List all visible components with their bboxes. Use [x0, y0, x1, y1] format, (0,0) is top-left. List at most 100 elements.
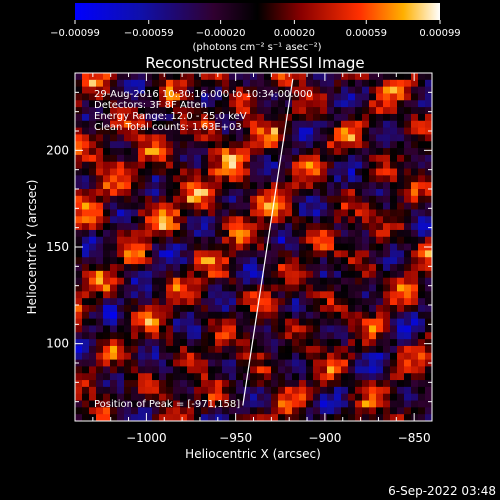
heatmap-cell	[124, 291, 132, 299]
heatmap-cell	[362, 264, 370, 272]
heatmap-cell	[313, 189, 321, 197]
heatmap-cell	[222, 414, 230, 421]
heatmap-cell	[166, 236, 174, 245]
heatmap-cell	[166, 127, 174, 136]
heatmap-cell	[264, 284, 272, 292]
heatmap-cell	[124, 216, 132, 224]
heatmap-cell	[327, 100, 335, 108]
heatmap-cell	[341, 400, 349, 408]
heatmap-cell	[103, 154, 111, 163]
heatmap-cell	[110, 407, 118, 415]
heatmap-cell	[152, 141, 160, 149]
heatmap-cell	[341, 386, 349, 395]
heatmap-cell	[383, 393, 391, 402]
heatmap-cell	[75, 270, 83, 279]
heatmap-cell	[201, 250, 209, 258]
heatmap-cell	[187, 100, 195, 108]
heatmap-cell	[341, 229, 349, 238]
heatmap-cell	[187, 189, 195, 197]
heatmap-cell	[278, 250, 286, 258]
heatmap-cell	[117, 291, 125, 299]
heatmap-cell	[187, 298, 195, 306]
heatmap-cell	[96, 236, 104, 245]
heatmap-cell	[250, 277, 258, 286]
heatmap-cell	[292, 264, 300, 272]
heatmap-cell	[117, 298, 125, 306]
heatmap-cell	[215, 345, 223, 354]
heatmap-cell	[208, 359, 216, 368]
heatmap-cell	[264, 113, 272, 122]
heatmap-cell	[159, 373, 167, 381]
heatmap-cell	[418, 352, 426, 361]
heatmap-cell	[404, 345, 412, 354]
heatmap-cell	[152, 223, 160, 231]
heatmap-cell	[257, 73, 265, 81]
heatmap-cell	[110, 79, 118, 88]
heatmap-cell	[243, 236, 251, 245]
heatmap-cell	[75, 373, 83, 381]
heatmap-cell	[362, 400, 370, 408]
heatmap-cell	[229, 318, 237, 327]
heatmap-cell	[404, 284, 412, 292]
heatmap-cell	[390, 393, 398, 402]
heatmap-cell	[194, 86, 202, 95]
heatmap-cell	[243, 216, 251, 224]
heatmap-cell	[222, 270, 230, 279]
heatmap-cell	[285, 202, 293, 211]
heatmap-cell	[222, 345, 230, 354]
heatmap-cell	[313, 386, 321, 395]
heatmap-cell	[131, 182, 139, 190]
heatmap-cell	[243, 182, 251, 190]
heatmap-cell	[159, 202, 167, 211]
heatmap-cell	[215, 86, 223, 95]
heatmap-cell	[208, 298, 216, 306]
heatmap-cell	[215, 195, 223, 204]
heatmap-cell	[180, 100, 188, 108]
heatmap-cell	[390, 229, 398, 238]
heatmap-cell	[418, 373, 426, 381]
heatmap-cell	[376, 352, 384, 361]
heatmap-cell	[173, 359, 181, 368]
heatmap-cell	[404, 236, 412, 245]
heatmap-cell	[404, 298, 412, 306]
heatmap-cell	[75, 223, 83, 231]
heatmap-cell	[110, 366, 118, 374]
heatmap-cell	[411, 332, 419, 340]
heatmap-cell	[390, 352, 398, 361]
heatmap-cell	[243, 195, 251, 204]
heatmap-cell	[201, 100, 209, 108]
heatmap-cell	[264, 264, 272, 272]
heatmap-cell	[250, 120, 258, 129]
heatmap-cell	[341, 175, 349, 183]
heatmap-cell	[201, 141, 209, 149]
heatmap-cell	[194, 161, 202, 170]
heatmap-cell	[369, 134, 377, 142]
heatmap-cell	[327, 414, 335, 421]
heatmap-cell	[159, 168, 167, 176]
heatmap-cell	[250, 113, 258, 122]
heatmap-cell	[257, 175, 265, 183]
heatmap-cell	[222, 168, 230, 176]
heatmap-cell	[264, 134, 272, 142]
heatmap-cell	[383, 352, 391, 361]
heatmap-cell	[369, 175, 377, 183]
heatmap-cell	[250, 400, 258, 408]
heatmap-cell	[271, 393, 279, 402]
heatmap-cell	[306, 373, 314, 381]
heatmap-cell	[159, 229, 167, 238]
heatmap-cell	[411, 407, 419, 415]
heatmap-cell	[418, 195, 426, 204]
heatmap-cell	[243, 366, 251, 374]
heatmap-cell	[89, 127, 97, 136]
heatmap-cell	[159, 380, 167, 388]
heatmap-cell	[306, 291, 314, 299]
heatmap-cell	[257, 229, 265, 238]
heatmap-cell	[355, 175, 363, 183]
heatmap-cell	[362, 284, 370, 292]
heatmap-cell	[411, 339, 419, 347]
heatmap-cell	[418, 154, 426, 163]
heatmap-cell	[264, 86, 272, 95]
heatmap-cell	[229, 332, 237, 340]
heatmap-cell	[383, 168, 391, 176]
heatmap-cell	[327, 216, 335, 224]
